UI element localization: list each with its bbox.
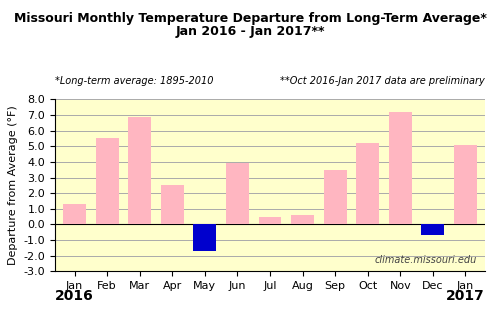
Bar (128, 117, 151, 224)
Bar (422, 224, 444, 235)
Bar (63, 204, 86, 224)
Y-axis label: Departure from Average (°F): Departure from Average (°F) (8, 106, 18, 265)
Bar (96, 138, 118, 224)
Text: Jan 2016 - Jan 2017**: Jan 2016 - Jan 2017** (176, 25, 325, 38)
Text: climate.missouri.edu: climate.missouri.edu (374, 255, 476, 264)
Bar (161, 185, 184, 224)
Bar (454, 145, 477, 224)
Bar (291, 215, 314, 224)
Bar (258, 217, 281, 224)
Text: 2016: 2016 (55, 289, 94, 303)
Bar (226, 164, 249, 224)
Text: *Long-term average: 1895-2010: *Long-term average: 1895-2010 (55, 76, 214, 86)
Bar (194, 224, 216, 251)
Bar (324, 170, 346, 224)
Text: 2017: 2017 (446, 289, 485, 303)
Bar (389, 112, 411, 224)
Text: Missouri Monthly Temperature Departure from Long-Term Average*: Missouri Monthly Temperature Departure f… (14, 12, 486, 24)
Bar (356, 143, 379, 224)
Text: **Oct 2016-Jan 2017 data are preliminary: **Oct 2016-Jan 2017 data are preliminary (280, 76, 485, 86)
